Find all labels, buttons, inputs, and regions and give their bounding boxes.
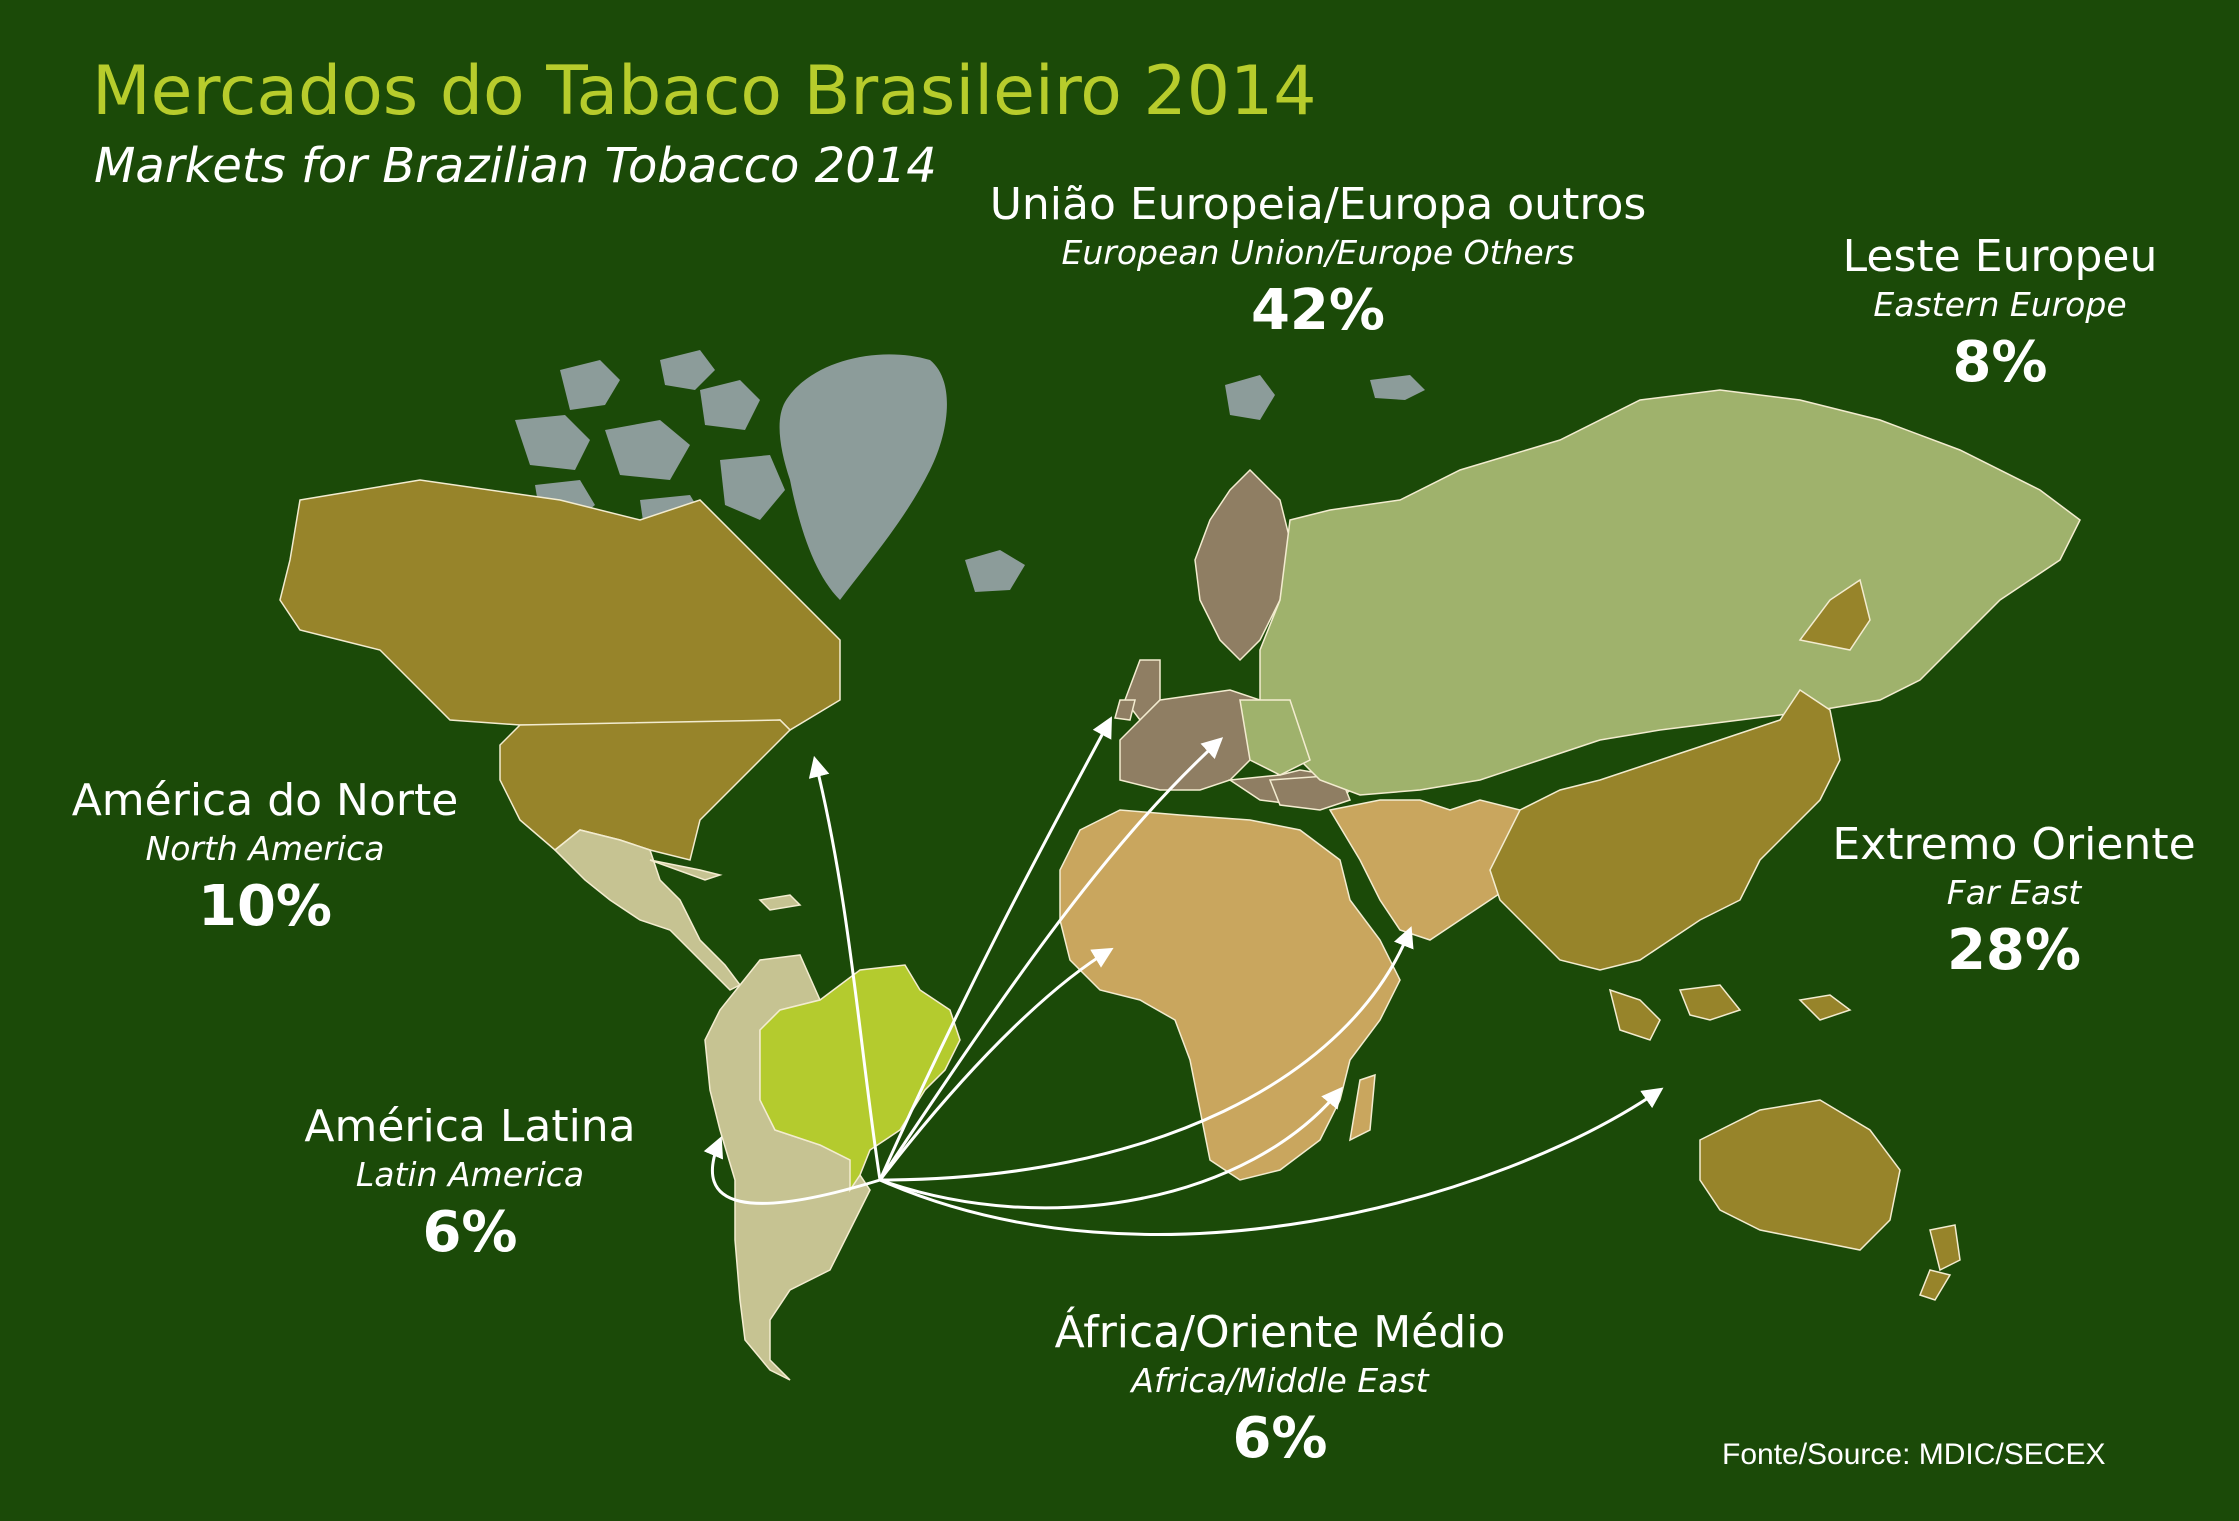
label-europe-en: European Union/Europe Others <box>1061 233 1575 272</box>
label-north-america-pt: América do Norte <box>71 775 459 826</box>
label-far-east-percent: 28% <box>1946 918 2082 983</box>
region-north-america <box>279 479 841 861</box>
export-arrows <box>703 716 1664 1236</box>
arrow-to-south-africa <box>879 1086 1343 1210</box>
label-africa-middle-east: África/Oriente Médio Africa/Middle East … <box>1055 1306 1506 1476</box>
label-europe: União Europeia/Europa outros European Un… <box>990 178 1647 348</box>
arrow-to-europe <box>878 716 1112 1181</box>
label-eastern-europe-percent: 8% <box>1952 330 2048 395</box>
label-europe-pt: União Europeia/Europa outros <box>989 179 1647 230</box>
region-latin-america <box>553 829 871 1381</box>
label-eastern-europe: Leste Europeu Eastern Europe 8% <box>1843 230 2158 400</box>
label-africa-middle-east-percent: 6% <box>1232 1406 1328 1471</box>
label-latin-america-pt: América Latina <box>304 1101 636 1152</box>
arrow-to-middle-east <box>879 926 1414 1182</box>
label-north-america-percent: 10% <box>197 874 333 939</box>
arrow-to-eastern-europe <box>878 737 1224 1181</box>
arrow-to-far-east <box>879 1087 1664 1236</box>
label-eastern-europe-pt: Leste Europeu <box>1842 231 2158 282</box>
label-far-east: Extremo Oriente Far East 28% <box>1832 818 2195 988</box>
region-far-east <box>1489 578 1961 1301</box>
source-note: Fonte/Source: MDIC/SECEX <box>1722 1438 2106 1471</box>
arrow-to-latin-america <box>703 1136 881 1205</box>
label-eastern-europe-en: Eastern Europe <box>1873 285 2127 324</box>
arrow-to-north-america <box>808 755 882 1181</box>
label-far-east-pt: Extremo Oriente <box>1832 819 2196 870</box>
region-brazil <box>759 964 961 1193</box>
page-subtitle: Markets for Brazilian Tobacco 2014 <box>94 138 937 194</box>
arrow-to-africa <box>878 947 1114 1181</box>
label-africa-middle-east-en: Africa/Middle East <box>1131 1361 1429 1400</box>
label-north-america: América do Norte North America 10% <box>72 774 459 944</box>
label-latin-america-percent: 6% <box>422 1200 518 1265</box>
label-far-east-en: Far East <box>1946 873 2082 912</box>
label-latin-america-en: Latin America <box>355 1155 585 1194</box>
region-africa-middle-east <box>1059 799 1541 1181</box>
region-eastern-europe <box>1239 389 2081 796</box>
label-latin-america: América Latina Latin America 6% <box>304 1100 635 1270</box>
label-north-america-en: North America <box>145 829 385 868</box>
label-africa-middle-east-pt: África/Oriente Médio <box>1054 1307 1506 1358</box>
label-europe-percent: 42% <box>1250 278 1386 343</box>
page-title: Mercados do Tabaco Brasileiro 2014 <box>92 52 1317 131</box>
